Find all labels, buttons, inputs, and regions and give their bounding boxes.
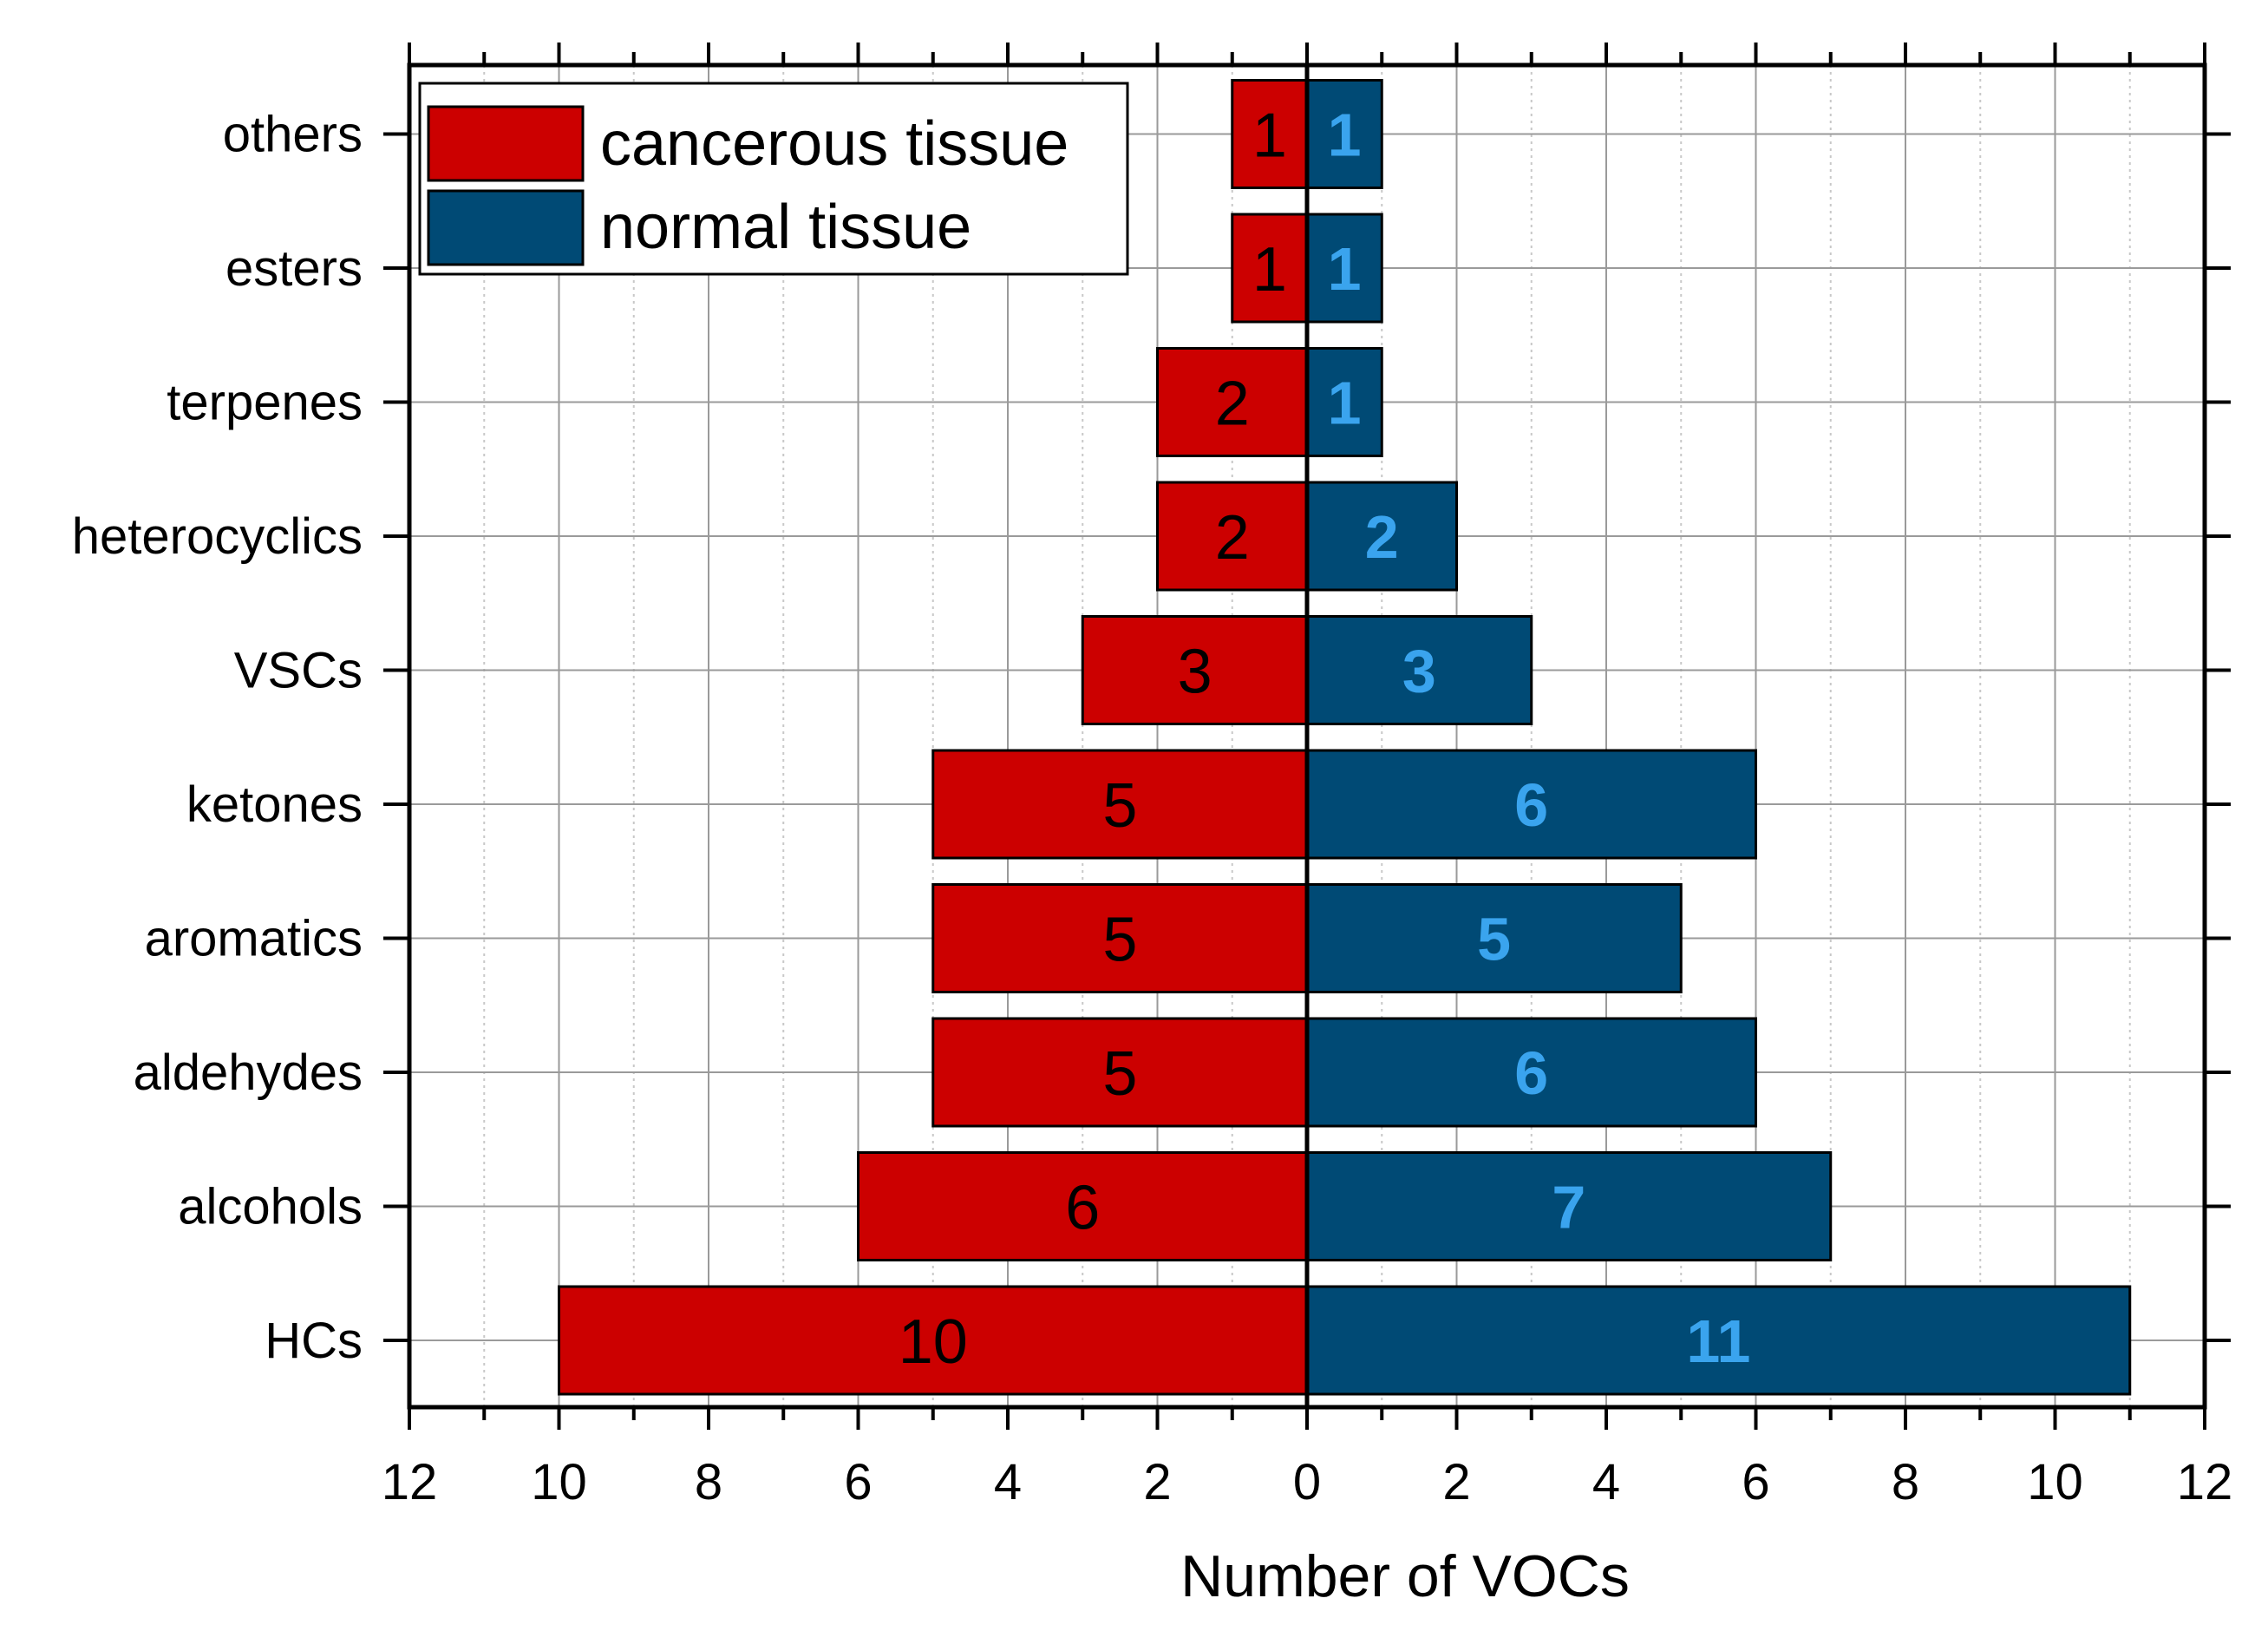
- y-category-label: aldehydes: [134, 1045, 363, 1101]
- bar-cancerous-ketones: [931, 749, 1309, 860]
- bar-normal-VSCs: [1305, 615, 1533, 725]
- data-label-normal: 3: [1402, 638, 1436, 705]
- data-label-cancerous: 1: [1252, 102, 1287, 171]
- legend-label-cancerous: cancerous tissue: [600, 109, 1069, 179]
- bar-normal-others: [1305, 79, 1383, 189]
- bar-cancerous-alcohols: [857, 1151, 1309, 1261]
- x-tick-label: 8: [1892, 1454, 1919, 1510]
- axis-labels: 12 10 8 6 4 2 0 2 4 6 8 10 12HCsalcoholsaldehydesaro…: [72, 107, 2232, 1511]
- x-tick-label: 6: [844, 1454, 872, 1510]
- bar-normal-heterocyclics: [1305, 481, 1458, 592]
- x-tick-label: 0: [1293, 1454, 1321, 1510]
- data-label-cancerous: 5: [1102, 906, 1137, 975]
- bar-cancerous-aromatics: [931, 883, 1309, 993]
- data-label-cancerous: 1: [1252, 235, 1287, 305]
- data-label-normal: 6: [1514, 771, 1548, 839]
- x-tick-label: 6: [1742, 1454, 1769, 1510]
- x-axis-title: Number of VOCs: [1180, 1543, 1630, 1609]
- bar-cancerous-esters: [1231, 213, 1309, 324]
- data-label-cancerous: 6: [1065, 1174, 1100, 1243]
- data-label-cancerous: 2: [1215, 503, 1250, 573]
- data-label-normal: 2: [1365, 503, 1399, 571]
- data-label-cancerous: 10: [899, 1307, 968, 1377]
- legend-swatch-normal: [427, 189, 585, 266]
- bar-cancerous-others: [1231, 79, 1309, 189]
- data-label-normal: 1: [1328, 102, 1362, 169]
- y-category-label: others: [223, 107, 363, 163]
- data-label-cancerous: 5: [1102, 771, 1137, 841]
- bar-cancerous-aldehydes: [931, 1017, 1309, 1128]
- data-label-normal: 1: [1328, 370, 1362, 437]
- y-category-label: alcohols: [178, 1179, 363, 1235]
- x-tick-label: 10: [531, 1454, 587, 1510]
- y-category-label: aromatics: [145, 911, 363, 967]
- data-label-cancerous: 3: [1178, 638, 1212, 707]
- data-label-cancerous: 2: [1215, 370, 1250, 439]
- axis-ticks: [383, 43, 2231, 1430]
- y-category-label: VSCs: [234, 643, 363, 699]
- bars: 10 116 75 65 55 63 32 22 11 11 1: [558, 79, 2132, 1396]
- legend-swatch-cancerous: [427, 105, 585, 182]
- data-label-normal: 6: [1514, 1039, 1548, 1107]
- x-tick-label: 2: [1143, 1454, 1171, 1510]
- y-category-label: heterocyclics: [72, 508, 363, 565]
- data-label-normal: 5: [1477, 906, 1511, 973]
- x-tick-label: 4: [994, 1454, 1022, 1510]
- bar-normal-aldehydes: [1305, 1017, 1757, 1128]
- data-label-normal: 11: [1686, 1307, 1750, 1375]
- x-tick-label: 4: [1592, 1454, 1620, 1510]
- data-label-normal: 7: [1552, 1174, 1585, 1241]
- y-category-label: HCs: [265, 1313, 363, 1369]
- bar-cancerous-terpenes: [1156, 347, 1309, 457]
- y-category-label: esters: [225, 240, 363, 297]
- bar-normal-terpenes: [1305, 347, 1383, 457]
- y-category-label: ketones: [186, 776, 363, 833]
- data-label-normal: 1: [1328, 235, 1362, 303]
- x-tick-label: 2: [1442, 1454, 1470, 1510]
- data-label-cancerous: 5: [1102, 1039, 1137, 1109]
- bar-normal-HCs: [1305, 1285, 2132, 1396]
- x-tick-label: 10: [2027, 1454, 2083, 1510]
- legend: cancerous tissue normal tissue: [418, 82, 1129, 276]
- x-tick-label: 8: [695, 1454, 722, 1510]
- legend-label-normal: normal tissue: [600, 193, 971, 262]
- y-category-label: terpenes: [167, 375, 363, 431]
- bar-cancerous-HCs: [558, 1285, 1309, 1396]
- bar-normal-aromatics: [1305, 883, 1683, 993]
- x-tick-label: 12: [382, 1454, 438, 1510]
- bar-cancerous-heterocyclics: [1156, 481, 1309, 592]
- bar-normal-ketones: [1305, 749, 1757, 860]
- x-tick-label: 12: [2177, 1454, 2233, 1510]
- bar-normal-esters: [1305, 213, 1383, 324]
